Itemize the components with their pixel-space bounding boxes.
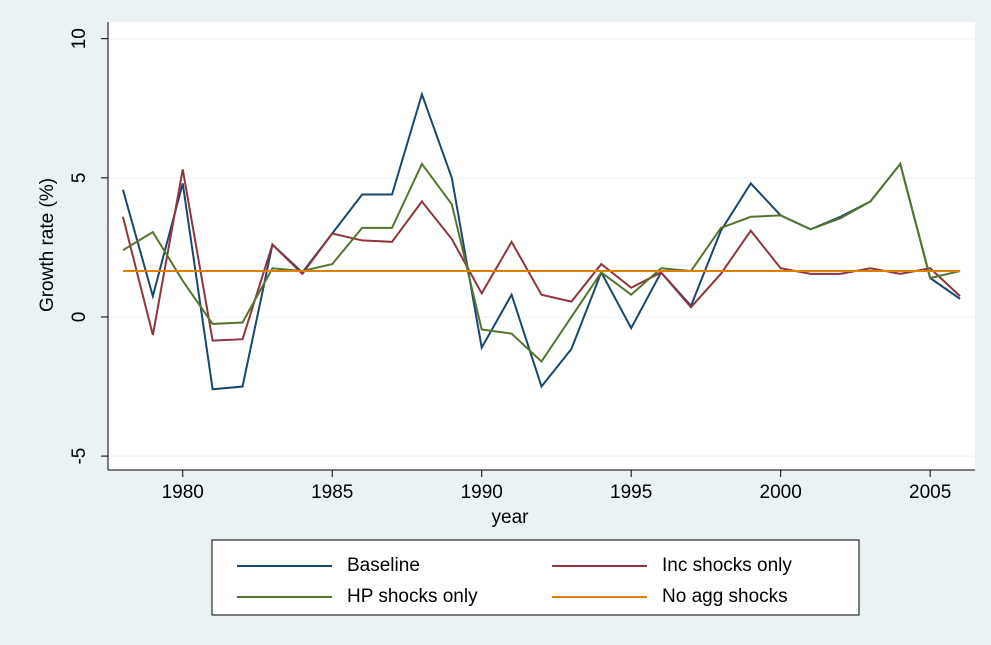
x-tick-label: 1990	[461, 482, 503, 503]
x-tick-label: 1985	[311, 482, 353, 503]
legend-label: Inc shocks only	[662, 555, 792, 576]
x-tick-label: 2000	[760, 482, 802, 503]
y-tick-label: -5	[69, 448, 90, 465]
legend-label: Baseline	[347, 555, 420, 576]
x-tick-label: 1980	[162, 482, 204, 503]
y-tick-label: 10	[69, 28, 90, 49]
y-tick-label: 5	[69, 173, 90, 184]
x-axis-title: year	[492, 507, 530, 528]
y-tick-label: 0	[69, 312, 90, 323]
x-tick-label: 1995	[610, 482, 652, 503]
y-axis-title: Growth rate (%)	[37, 178, 58, 312]
legend	[211, 539, 860, 616]
plot-area	[108, 22, 975, 470]
series-line	[122, 161, 961, 364]
series-line	[121, 169, 961, 342]
x-tick-label: 2005	[909, 482, 951, 503]
legend-label: No agg shocks	[662, 586, 788, 607]
legend-label: HP shocks only	[347, 586, 478, 607]
